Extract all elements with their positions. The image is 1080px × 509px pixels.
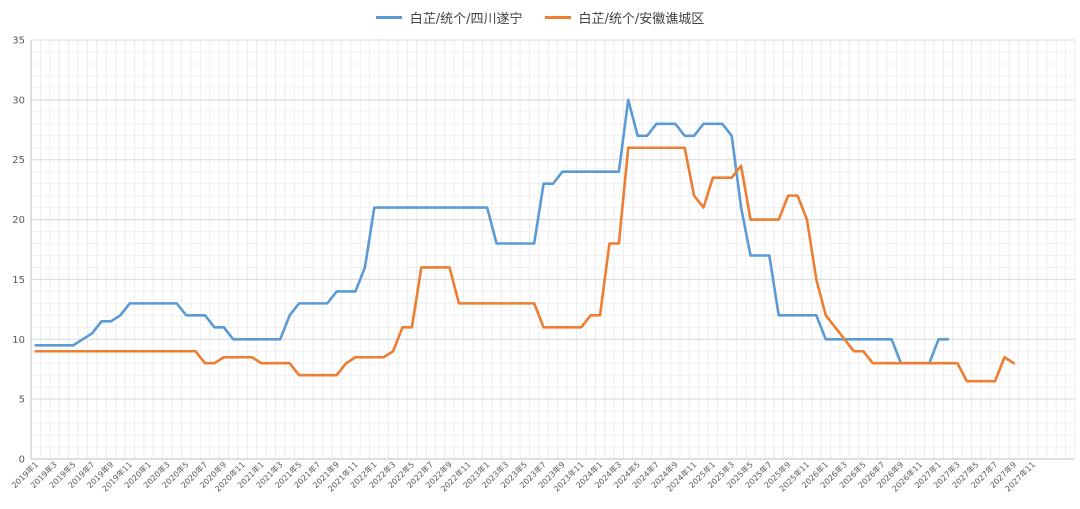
series-line-1 — [34, 98, 950, 365]
legend-item-series-2: 白芷/统个/安徽谯城区 — [544, 8, 705, 27]
y-tick-label: 5 — [19, 395, 25, 406]
y-tick-label: 0 — [19, 455, 25, 466]
legend-label-series-2: 白芷/统个/安徽谯城区 — [578, 12, 705, 27]
y-tick-label: 10 — [12, 335, 25, 346]
series-line-2 — [34, 146, 1016, 383]
legend: 白芷/统个/四川遂宁 白芷/统个/安徽谯城区 — [0, 8, 1080, 27]
legend-item-series-1: 白芷/统个/四川遂宁 — [375, 8, 523, 27]
y-tick-label: 20 — [12, 215, 25, 226]
y-tick-label: 25 — [12, 155, 25, 166]
y-tick-label: 35 — [12, 36, 25, 47]
legend-swatch-series-2 — [544, 16, 571, 19]
y-tick-label: 30 — [12, 95, 25, 106]
legend-label-series-1: 白芷/统个/四川遂宁 — [409, 12, 523, 27]
y-tick-label: 15 — [12, 275, 25, 286]
legend-swatch-series-1 — [375, 16, 402, 19]
